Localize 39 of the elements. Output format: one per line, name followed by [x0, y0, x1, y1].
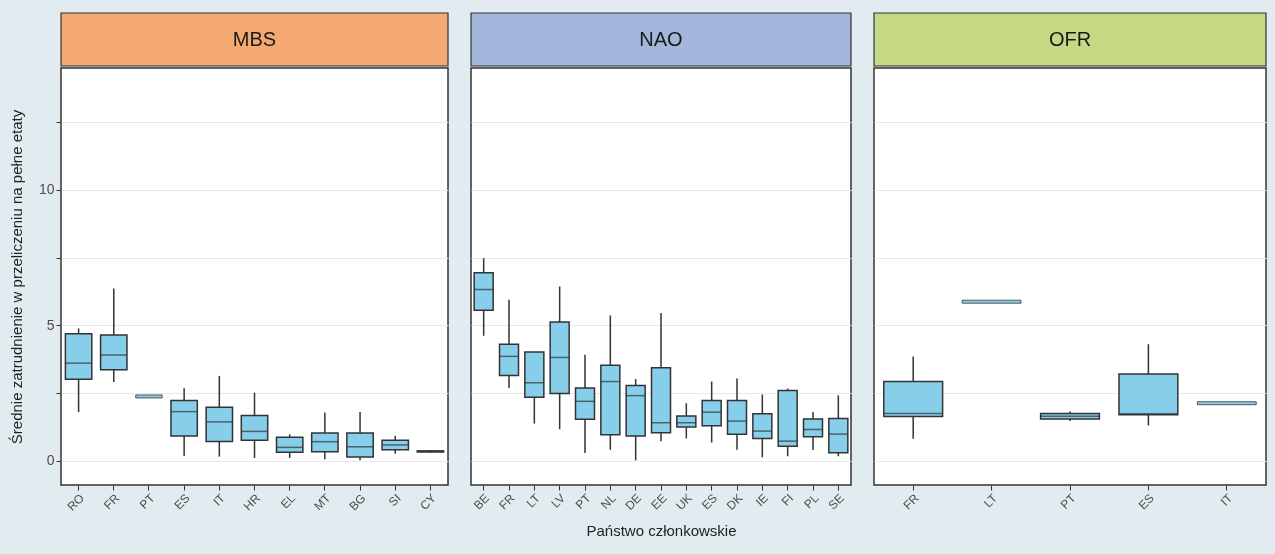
- chart-title: MBS: [232, 28, 277, 50]
- x-tick-label: PT: [572, 490, 594, 512]
- x-tick-label: BE: [470, 491, 493, 513]
- x-tick-label: MT: [311, 490, 334, 514]
- x-tick-label: ES: [1135, 491, 1157, 513]
- x-tick-label: EE: [648, 491, 670, 513]
- x-tick-label: ES: [171, 491, 193, 513]
- x-tick-label: ES: [698, 491, 721, 513]
- x-tick-label: BG: [346, 491, 369, 514]
- x-axis-title: Państwo członkowskie: [586, 522, 737, 540]
- x-tick-label: PT: [1057, 490, 1079, 512]
- x-tick-label: SI: [385, 491, 404, 510]
- x-tick-label: LT: [980, 490, 1001, 511]
- x-tick-label: PL: [801, 490, 822, 512]
- x-tick-label: FR: [496, 490, 518, 513]
- x-tick-label: HR: [240, 490, 264, 514]
- x-tick-label: CY: [417, 491, 439, 513]
- x-tick-label: EL: [277, 490, 299, 512]
- x-tick-label: LV: [548, 491, 569, 511]
- x-tick-label: RO: [64, 491, 88, 514]
- y-tick-label: 10: [38, 181, 55, 198]
- y-tick-label: 0: [46, 452, 55, 469]
- x-tick-label: DK: [723, 491, 746, 513]
- x-tick-label: NL: [598, 490, 620, 512]
- chart-title: NAO: [639, 28, 683, 50]
- x-tick-label: FR: [101, 490, 123, 513]
- x-tick-label: SE: [825, 491, 847, 513]
- y-tick-label: 5: [46, 316, 55, 333]
- y-axis-title: Średnie zatrudnienie w przeliczeniu na pełne etaty: [7, 109, 25, 445]
- x-tick-label: IT: [1217, 490, 1236, 509]
- x-tick-label: LT: [523, 490, 544, 511]
- x-tick-label: IE: [752, 491, 771, 510]
- x-tick-label: FI: [778, 491, 797, 509]
- x-tick-label: DE: [622, 491, 645, 513]
- chart-title: OFR: [1048, 28, 1092, 50]
- x-tick-label: UK: [673, 491, 695, 513]
- x-tick-label: PT: [136, 490, 158, 512]
- x-tick-label: IT: [210, 490, 229, 509]
- x-tick-label: FR: [900, 490, 922, 513]
